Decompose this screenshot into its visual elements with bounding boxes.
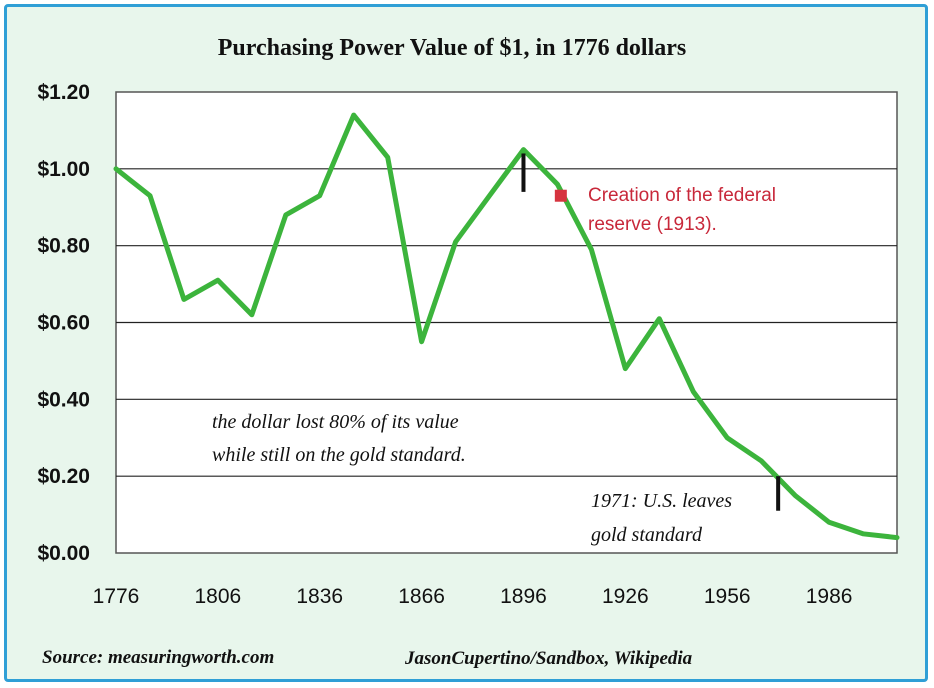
y-tick-label: $0.80: [37, 235, 90, 258]
x-axis-ticks: 1776 1806 1836 1866 1896 1926 1956 1986: [93, 585, 853, 608]
leave-note-line1: 1971: U.S. leaves: [591, 490, 732, 512]
y-axis-ticks: $0.00 $0.20 $0.40 $0.60 $0.80 $1.00 $1.20: [37, 81, 90, 565]
gold-note-line2: while still on the gold standard.: [212, 444, 466, 466]
x-tick-label: 1956: [704, 585, 751, 608]
x-tick-label: 1896: [500, 585, 547, 608]
x-tick-label: 1836: [296, 585, 343, 608]
annotations: the dollar lost 80% of its value while s…: [212, 153, 781, 546]
credit-footer: JasonCupertino/Sandbox, Wikipedia: [404, 648, 693, 669]
y-tick-label: $0.60: [37, 312, 90, 335]
source-footer: Source: measuringworth.com: [42, 647, 274, 668]
x-tick-label: 1986: [806, 585, 853, 608]
y-tick-label: $1.00: [37, 158, 90, 181]
x-tick-label: 1776: [93, 585, 140, 608]
gold-note-line1: the dollar lost 80% of its value: [212, 411, 459, 433]
y-tick-label: $0.20: [37, 465, 90, 488]
leave-note-line2: gold standard: [591, 524, 703, 546]
fed-reserve-marker: [554, 189, 567, 202]
series-group: [113, 112, 900, 541]
y-tick-label: $1.20: [37, 81, 90, 104]
y-tick-label: $0.40: [37, 388, 90, 411]
fed-label-line2: reserve (1913).: [588, 214, 717, 235]
series-line: [113, 112, 900, 541]
fed-label-line1: Creation of the federal: [588, 185, 776, 206]
y-tick-label: $0.00: [37, 542, 90, 565]
x-tick-label: 1866: [398, 585, 445, 608]
x-tick-label: 1926: [602, 585, 649, 608]
chart-title: Purchasing Power Value of $1, in 1776 do…: [218, 35, 687, 61]
x-tick-label: 1806: [195, 585, 242, 608]
